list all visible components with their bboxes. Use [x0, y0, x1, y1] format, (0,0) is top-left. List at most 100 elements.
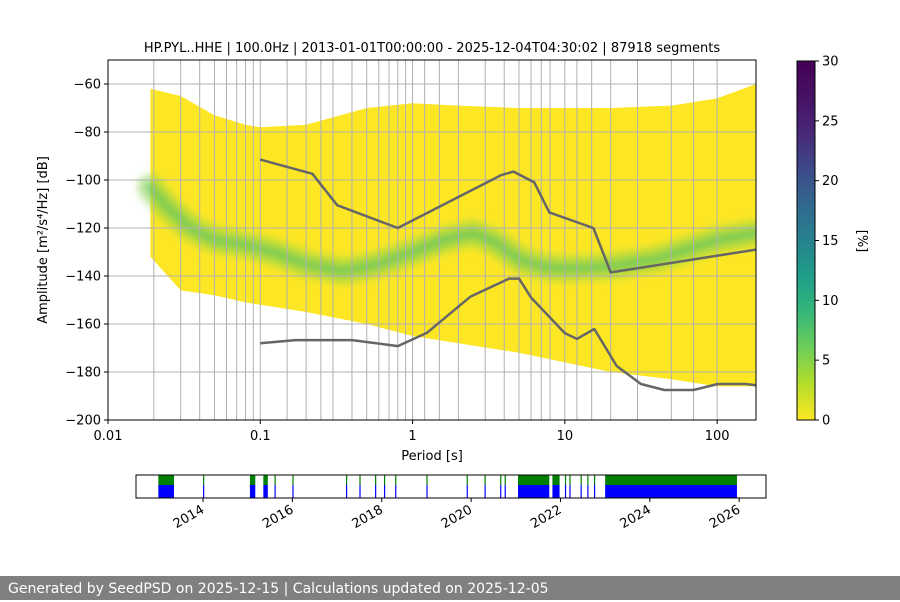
availability-block-green	[158, 475, 174, 485]
availability-tick-blue	[359, 485, 361, 498]
plot-frame	[107, 59, 757, 421]
availability-tick-blue	[395, 485, 397, 498]
availability-block-green	[249, 475, 256, 485]
availability-block-green	[605, 475, 737, 485]
timeline-frame	[135, 474, 767, 499]
footer-bar: Generated by SeedPSD on 2025-12-15 | Cal…	[0, 576, 900, 600]
grid-major	[108, 60, 756, 420]
y-tick-label: −160	[65, 318, 101, 333]
availability-tick-green	[593, 475, 596, 485]
availability-tick-green	[569, 475, 571, 485]
footer-separator: |	[283, 581, 289, 597]
availability-tick-blue	[375, 485, 377, 498]
availability-tick-blue	[504, 485, 506, 498]
availability-tick-blue	[569, 485, 571, 498]
colorbar-tick-label: 30	[822, 55, 839, 70]
colorbar-label: [%]	[854, 230, 869, 253]
availability-tick-green	[500, 475, 502, 485]
availability-tick-green	[504, 475, 506, 485]
availability-block-blue	[263, 485, 268, 498]
availability-tick-green	[292, 475, 294, 485]
availability-tick-blue	[292, 485, 294, 498]
colorbar-tick-label: 25	[822, 114, 839, 129]
availability-tick-blue	[484, 485, 486, 498]
availability-block-blue	[552, 485, 560, 498]
availability-tick-green	[426, 475, 428, 485]
y-tick-label: −180	[65, 366, 101, 381]
availability-tick-blue	[500, 485, 502, 498]
psd-mode-band	[145, 182, 756, 276]
noise-model-nhnm	[259, 158, 756, 274]
availability-tick-green	[383, 475, 386, 485]
colorbar-tick-label: 0	[822, 414, 830, 429]
availability-tick-blue	[466, 485, 468, 498]
psd-figure: HP.PYL..HHE | 100.0Hz | 2013-01-01T00:00…	[36, 41, 869, 532]
timeline-tick-label: 2018	[350, 502, 386, 532]
availability-tick-blue	[274, 485, 276, 498]
availability-block-blue	[249, 485, 256, 498]
availability-tick-green	[580, 475, 582, 485]
availability-tick-green	[587, 475, 589, 485]
timeline-tick-label: 2014	[171, 502, 207, 532]
availability-tick-green	[274, 475, 276, 485]
availability-tick-green	[203, 475, 205, 485]
availability-tick-blue	[346, 485, 348, 498]
y-tick-label: −60	[74, 78, 101, 93]
x-tick-label: 1	[408, 429, 416, 444]
footer-generated-date: 2025-12-15	[197, 581, 280, 597]
availability-block-blue	[605, 485, 737, 498]
colorbar	[796, 60, 816, 421]
availability-tick-blue	[587, 485, 589, 498]
y-tick-label: −140	[65, 270, 101, 285]
availability-block-blue	[158, 485, 174, 498]
timeline-tick-label: 2026	[707, 502, 743, 532]
availability-tick-green	[346, 475, 348, 485]
y-tick-label: −80	[74, 126, 101, 141]
colorbar-ticks: 0 5 10 15 20 25 30	[815, 55, 839, 429]
availability-tick-blue	[564, 485, 567, 498]
availability-tick-green	[484, 475, 486, 485]
availability-block-green	[518, 475, 550, 485]
availability-tick-blue	[593, 485, 596, 498]
y-axis: −200 −180 −160 −140 −120 −100 −80 −60	[65, 78, 108, 429]
availability-timeline	[158, 475, 737, 498]
plot-area	[108, 60, 756, 420]
x-axis-label: Period [s]	[401, 449, 463, 464]
timeline-tick-label: 2024	[618, 502, 654, 532]
availability-block-green	[263, 475, 268, 485]
timeline-tick-label: 2016	[260, 502, 296, 532]
y-tick-label: −200	[65, 414, 101, 429]
availability-tick-green	[359, 475, 361, 485]
availability-tick-green	[564, 475, 567, 485]
colorbar-tick-label: 15	[822, 234, 839, 249]
availability-tick-blue	[203, 485, 205, 498]
noise-model-nlnm	[260, 277, 756, 392]
x-tick-label: 0.01	[94, 429, 123, 444]
timeline-axis: 2014 2016 2018 2020 2022 2024 2026	[171, 498, 743, 532]
y-tick-label: −100	[65, 174, 101, 189]
x-axis: 0.01 0.1 1 10 100	[94, 420, 730, 444]
y-tick-label: −120	[65, 222, 101, 237]
timeline-tick-label: 2020	[439, 502, 475, 532]
availability-block-green	[552, 475, 560, 485]
x-tick-label: 10	[557, 429, 574, 444]
availability-block-blue	[518, 485, 550, 498]
availability-tick-blue	[580, 485, 582, 498]
availability-tick-green	[395, 475, 397, 485]
footer-updated-label: Calculations updated on	[292, 581, 463, 597]
x-tick-label: 100	[705, 429, 730, 444]
grid-period-lines	[153, 60, 695, 420]
availability-tick-blue	[426, 485, 428, 498]
x-tick-label: 0.1	[250, 429, 271, 444]
footer-generated-label: Generated by SeedPSD on	[8, 581, 194, 597]
timeline-tick-label: 2022	[528, 502, 564, 532]
colorbar-tick-label: 10	[822, 294, 839, 309]
footer-updated-date: 2025-12-05	[467, 581, 549, 597]
y-axis-label: Amplitude [m²/s⁴/Hz] [dB]	[36, 156, 51, 324]
colorbar-tick-label: 20	[822, 174, 839, 189]
noise-model-lines	[259, 158, 756, 392]
availability-tick-green	[375, 475, 377, 485]
chart-title: HP.PYL..HHE | 100.0Hz | 2013-01-01T00:00…	[144, 41, 720, 56]
availability-tick-blue	[383, 485, 386, 498]
availability-tick-green	[466, 475, 468, 485]
